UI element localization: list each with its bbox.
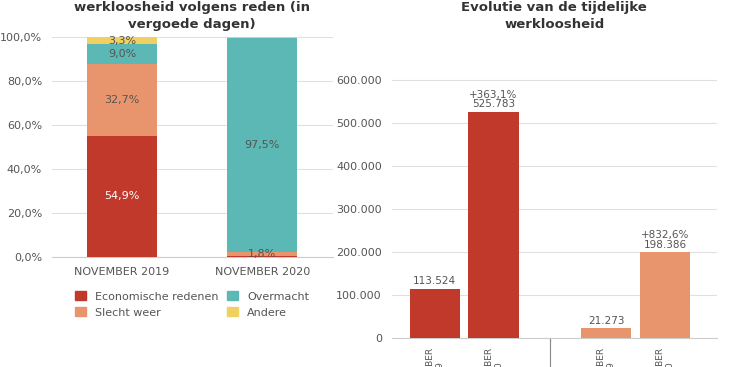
Bar xyxy=(87,64,157,136)
Title: Evolutie van de tijdelijke
werkloosheid: Evolutie van de tijdelijke werkloosheid xyxy=(461,1,647,31)
Bar xyxy=(409,289,460,338)
Text: 97,5%: 97,5% xyxy=(245,140,280,150)
Bar xyxy=(87,37,157,44)
Text: 21.273: 21.273 xyxy=(588,316,624,326)
Bar xyxy=(581,328,631,338)
Text: 1,8%: 1,8% xyxy=(248,250,276,259)
Bar xyxy=(228,252,297,257)
Bar xyxy=(640,252,690,338)
Text: +832,6%: +832,6% xyxy=(641,230,689,240)
Text: 32,7%: 32,7% xyxy=(104,95,140,105)
Bar xyxy=(228,38,297,252)
Title: Verdeling van de tijdelijke
werkloosheid volgens reden (in
vergoede dagen): Verdeling van de tijdelijke werkloosheid… xyxy=(74,0,310,31)
Bar xyxy=(87,44,157,64)
Bar xyxy=(87,136,157,257)
Bar xyxy=(228,37,297,38)
Text: 113.524: 113.524 xyxy=(413,276,456,286)
Bar xyxy=(469,112,519,338)
Text: 54,9%: 54,9% xyxy=(104,192,140,201)
Text: 525.783: 525.783 xyxy=(472,99,515,109)
Text: 3,3%: 3,3% xyxy=(108,36,136,46)
Text: +363,1%: +363,1% xyxy=(469,90,518,99)
Text: 9,0%: 9,0% xyxy=(108,49,136,59)
Legend: Economische redenen, Slecht weer, Overmacht, Andere: Economische redenen, Slecht weer, Overma… xyxy=(72,289,312,320)
Text: 198.386: 198.386 xyxy=(644,240,687,250)
